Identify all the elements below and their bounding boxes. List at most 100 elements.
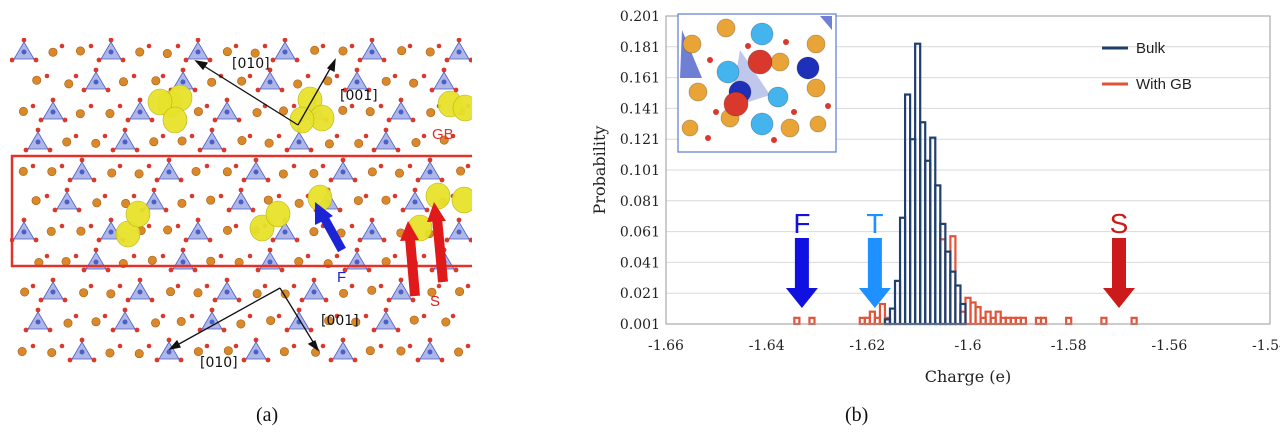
cation-atom [64,79,74,89]
charge-density-blob [265,200,291,228]
inset-tetrahedron [820,16,832,30]
tetrahedron-unit [125,97,155,123]
tetrahedron-unit [284,127,314,153]
tetrahedron-unit [81,67,111,93]
oxygen-atom [117,163,123,169]
inset-oxygen [783,39,789,45]
oxygen-atom [175,283,181,289]
oxygen-atom [407,43,413,49]
cation-atom [338,105,348,115]
charge-density-blob [162,106,188,134]
oxygen-atom [276,313,282,319]
x-tick-label: -1.62 [849,338,885,354]
cation-atom [166,287,176,297]
inset-oxygen [771,137,777,143]
oxygen-atom [378,283,384,289]
cation-atom [207,77,217,87]
cation-atom [193,107,203,117]
inset-atom [796,56,820,80]
tetrahedron-unit [9,217,39,243]
oxygen-atom [421,133,427,139]
caption-b: (b) [845,404,869,426]
gb-bar [793,316,801,326]
tetrahedron-unit [444,217,474,243]
cation-atom [134,349,144,359]
tetrahedron-unit [342,247,372,273]
cation-atom [309,227,319,237]
cation-atom [62,137,72,147]
cation-atom [351,317,361,327]
oxygen-atom [334,73,340,79]
cation-atom [311,347,321,357]
gb-bar [1100,316,1108,326]
inset-atom [770,52,790,72]
oxygen-atom [204,283,210,289]
annotation-arrow [785,238,818,308]
cation-atom [279,347,289,357]
cation-atom [250,48,260,58]
tetrahedron-unit [400,187,430,213]
tetrahedron-unit [81,247,111,273]
oxygen-atom [44,193,50,199]
oxygen-atom [189,193,195,199]
atom-lattice [9,37,474,363]
cation-atom [176,316,186,326]
oxygen-atom [247,313,253,319]
cation-atom [92,198,102,208]
oxygen-atom [392,253,398,259]
cation-atom [252,289,262,299]
cation-atom [76,226,86,236]
f-label: F [337,269,346,286]
inset-atom [682,34,702,54]
cation-atom [118,77,128,87]
tetrahedron-unit [96,37,126,63]
inset-oxygen [705,135,711,141]
oxygen-atom [291,163,297,169]
oxygen-atom [146,163,152,169]
oxygen-atom [450,313,456,319]
structure-figure: [010] [001] GB F S [001] [010] [9,37,482,371]
oxygen-atom [59,163,65,169]
inset-atom [688,82,708,102]
oxygen-atom [349,43,355,49]
oxygen-atom [378,163,384,169]
oxygen-atom [88,43,94,49]
oxygen-atom [73,73,79,79]
oxygen-atom [349,223,355,229]
oxygen-atom [59,343,65,349]
tetrahedron-unit [429,67,459,93]
oxygen-atom [363,313,369,319]
oxygen-atom [421,313,427,319]
cation-atom [237,136,247,146]
inset-atom [750,22,774,46]
tetrahedron-unit [23,127,53,153]
y-tick-label: 0.041 [620,255,660,271]
oxygen-atom [392,73,398,79]
cation-atom [151,76,161,86]
tetrahedron-unit [183,37,213,63]
histogram-bars [793,42,1138,326]
inset-atom [681,119,699,137]
oxygen-atom [204,343,210,349]
cation-atom [105,109,115,119]
oxygen-atom [44,253,50,259]
x-tick-label: -1.54 [1252,338,1280,354]
oxygen-atom [160,253,166,259]
charge-density-blob [451,186,477,214]
cation-atom [293,79,303,89]
oxygen-atom [204,103,210,109]
oxygen-atom [465,283,471,289]
oxygen-atom [218,253,224,259]
cation-atom [163,225,173,235]
oxygen-atom [146,223,152,229]
gb-label: GB [432,126,454,143]
x-tick-label: -1.58 [1051,338,1087,354]
cation-atom [354,138,364,148]
oxygen-atom [131,193,137,199]
cation-atom [106,289,116,299]
f-arrow [315,202,346,253]
cation-atom [236,319,246,329]
inset-atoms [680,16,832,143]
tetrahedron-unit [270,37,300,63]
tetrahedron-unit [110,127,140,153]
